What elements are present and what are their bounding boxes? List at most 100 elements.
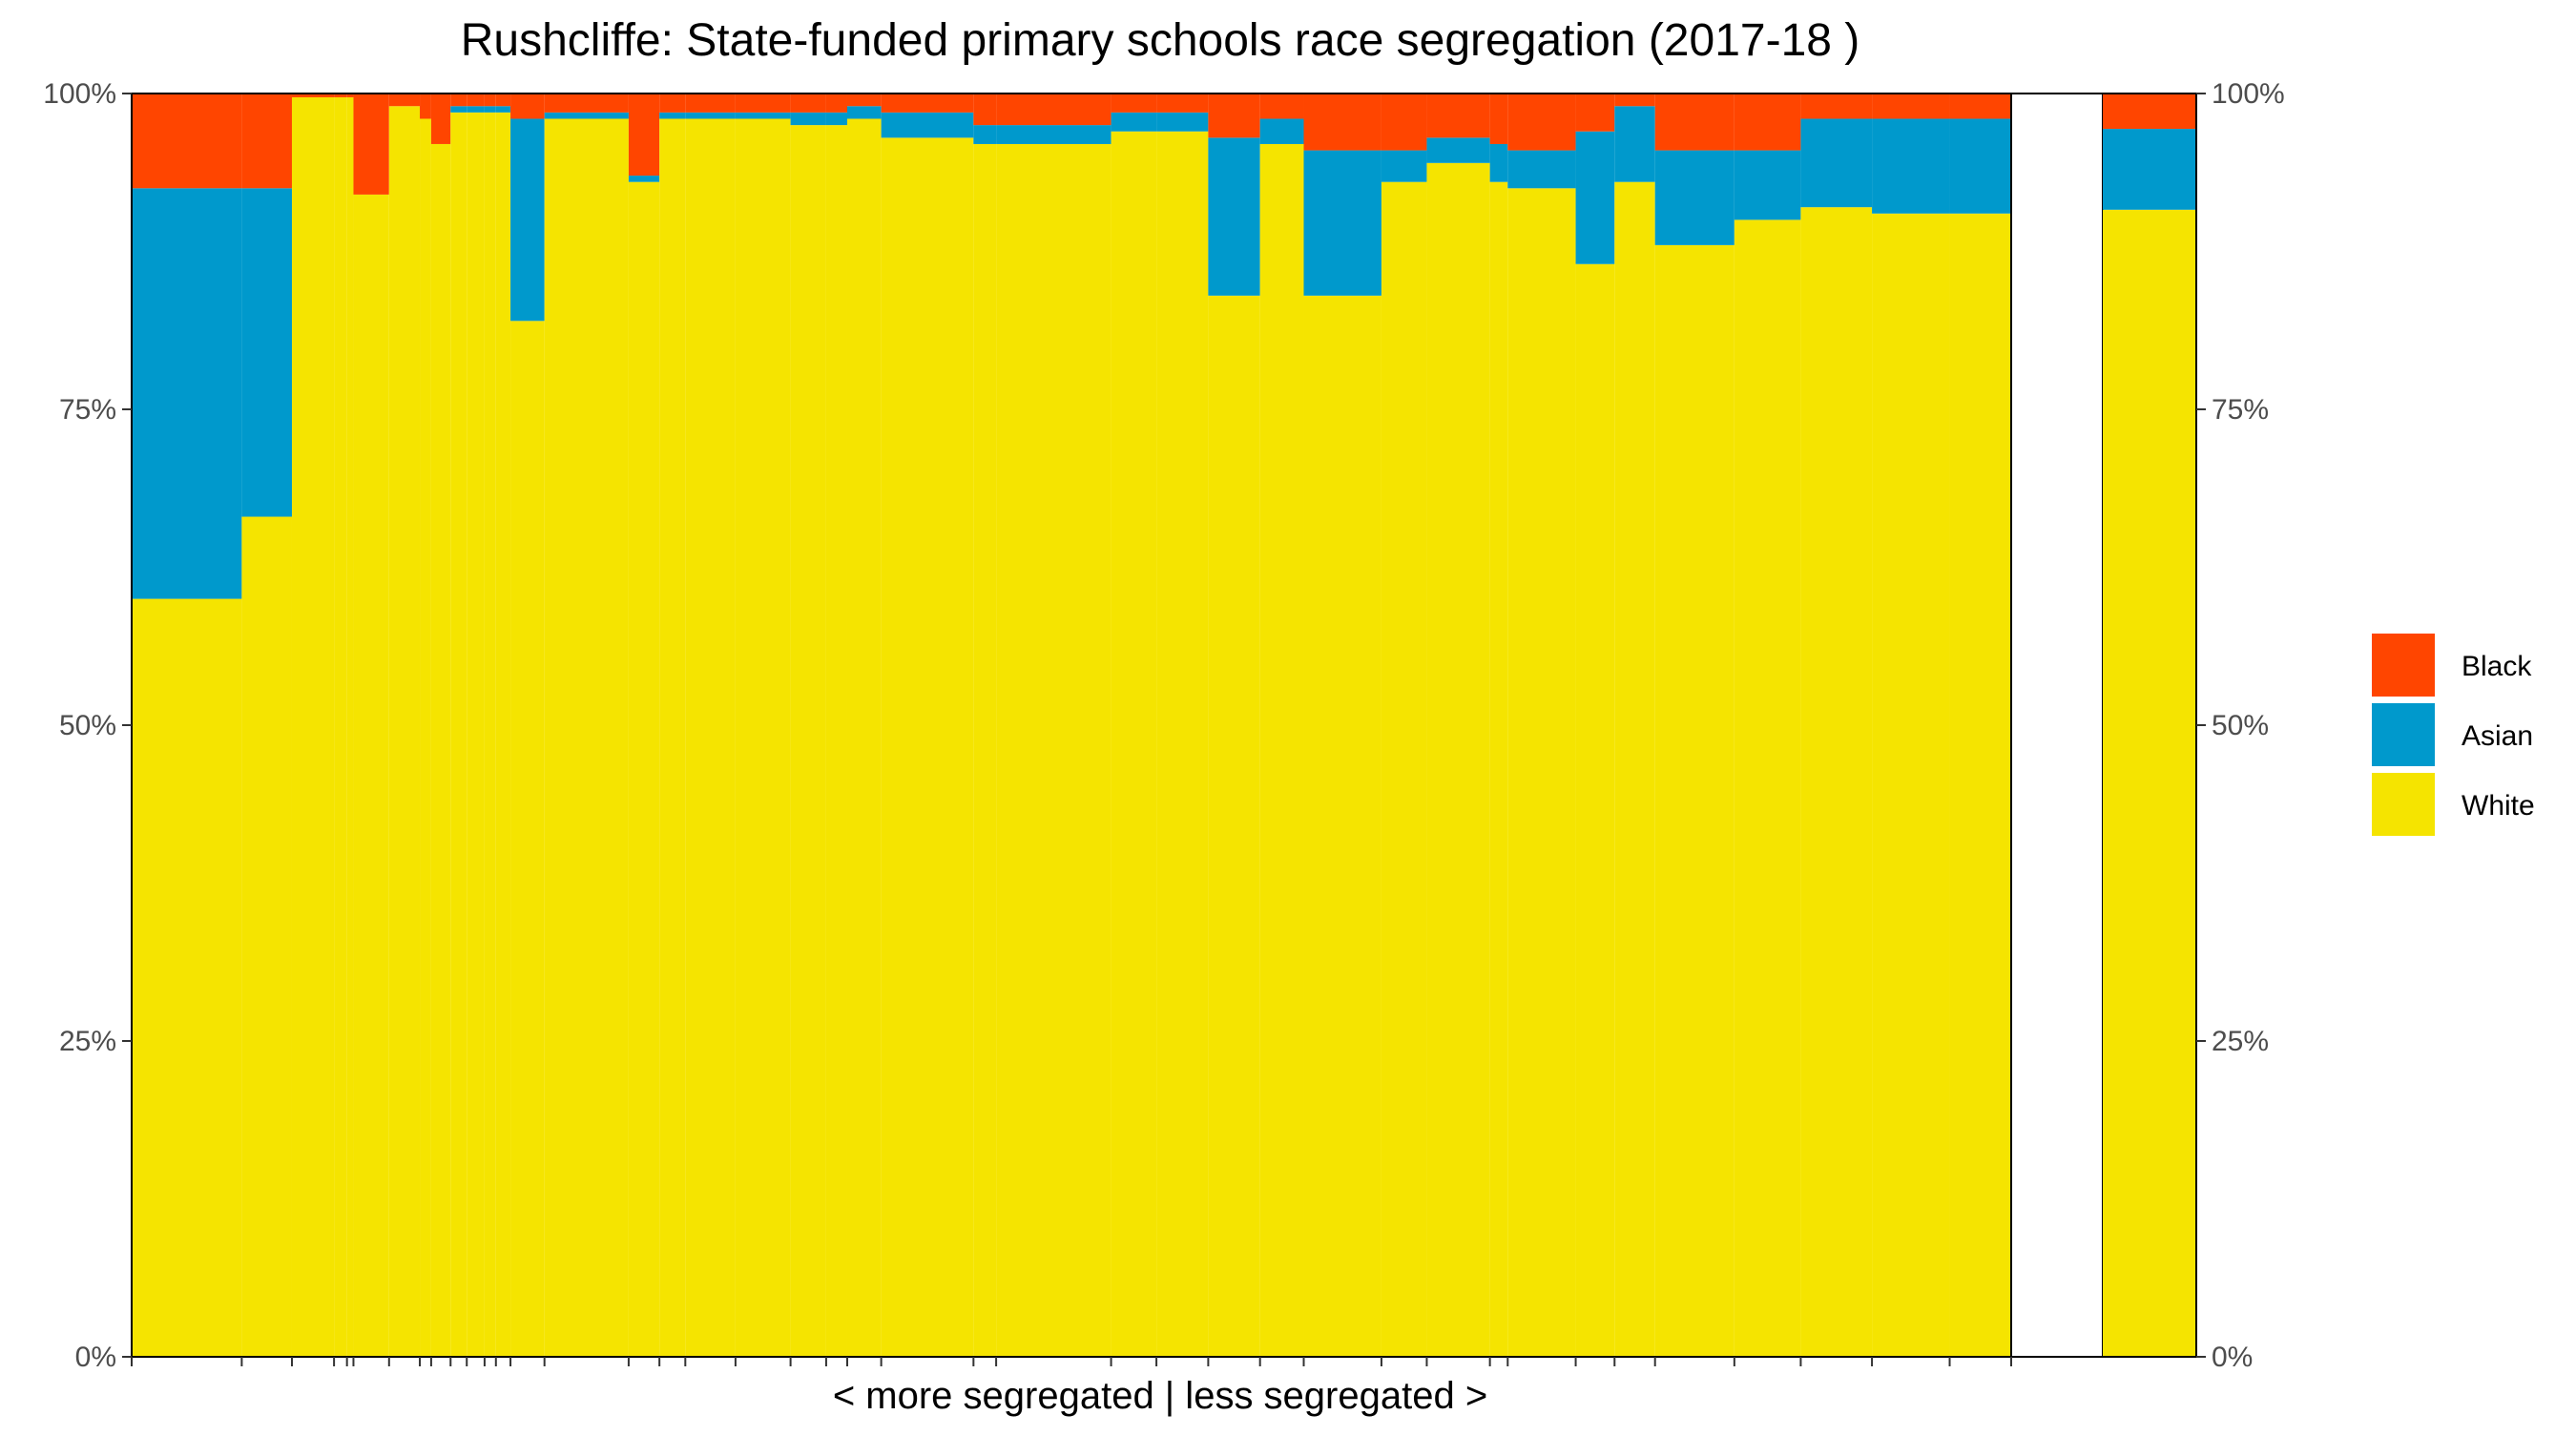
school-bar-25-white	[996, 143, 1111, 1358]
school-bar-24-black	[973, 94, 997, 126]
school-bar-13-asian	[495, 106, 511, 113]
school-bar-35-black	[1575, 94, 1615, 132]
school-bar-10-asian	[450, 106, 467, 113]
y-tick-label-right: 75%	[2212, 394, 2269, 426]
school-bar-14-white	[510, 321, 545, 1357]
school-bar-38-white	[1734, 219, 1801, 1357]
total-bar-black	[2103, 94, 2196, 130]
school-bar-14-asian	[510, 118, 545, 322]
legend-swatch-asian	[2372, 703, 2435, 766]
school-bar-24-asian	[973, 125, 997, 144]
school-bar-33-asian	[1489, 143, 1508, 182]
school-bar-28-white	[1208, 295, 1260, 1358]
school-bar-26-asian	[1111, 112, 1157, 132]
school-bar-21-white	[825, 125, 847, 1358]
school-bar-21-black	[825, 94, 847, 113]
school-bar-3-white	[291, 96, 335, 1357]
school-bar-10-white	[450, 112, 467, 1358]
legend-swatch-white	[2372, 773, 2435, 836]
school-bar-16-black	[628, 94, 660, 177]
school-bar-13-black	[495, 94, 511, 107]
school-bar-17-asian	[659, 112, 686, 119]
school-bar-19-black	[735, 94, 791, 113]
legend: Black Asian White	[2372, 634, 2535, 836]
school-bar-23-white	[881, 137, 974, 1358]
school-bar-37-white	[1654, 244, 1735, 1357]
school-bar-22-asian	[846, 106, 882, 119]
school-bar-6-black	[353, 94, 389, 195]
school-bar-29-white	[1259, 143, 1304, 1358]
school-bar-39-white	[1800, 207, 1873, 1357]
y-tick-label-right: 50%	[2212, 710, 2269, 741]
school-bar-26-white	[1111, 131, 1157, 1358]
school-bar-2-white	[241, 516, 292, 1357]
school-bar-7-white	[388, 106, 421, 1358]
school-bar-39-asian	[1800, 118, 1873, 208]
school-bar-25-asian	[996, 125, 1111, 144]
school-bar-21-asian	[825, 112, 847, 126]
school-bar-20-asian	[790, 112, 826, 126]
school-bar-36-asian	[1614, 106, 1655, 182]
legend-label-white: White	[2462, 790, 2535, 822]
y-tick-label-left: 100%	[43, 78, 116, 110]
school-bar-16-asian	[628, 176, 660, 182]
school-bar-20-black	[790, 94, 826, 113]
school-bar-35-white	[1575, 263, 1615, 1357]
school-bar-13-white	[495, 112, 511, 1358]
school-bar-40-white	[1872, 213, 1950, 1357]
school-bar-3-black	[291, 94, 335, 97]
school-bar-34-black	[1507, 94, 1576, 151]
school-bar-28-asian	[1208, 137, 1260, 296]
school-bar-4-black	[334, 94, 347, 97]
school-bar-1-asian	[132, 188, 242, 599]
total-bar-white	[2103, 209, 2196, 1358]
school-bar-22-white	[846, 118, 882, 1358]
school-bar-36-black	[1614, 94, 1655, 107]
school-bar-18-white	[685, 118, 736, 1358]
school-bar-2-black	[241, 94, 292, 189]
school-bar-12-white	[484, 112, 496, 1358]
school-bar-36-white	[1614, 181, 1655, 1358]
school-bar-25-black	[996, 94, 1111, 126]
school-bar-37-black	[1654, 94, 1735, 151]
ticks-layer: 0% 0% 25% 25% 50% 50% 75% 75% 100% 100%	[43, 78, 2284, 1373]
school-bar-41-asian	[1949, 118, 2011, 214]
legend-label-black: Black	[2462, 651, 2532, 682]
school-bar-27-asian	[1156, 112, 1209, 132]
school-bar-12-black	[484, 94, 496, 107]
school-bar-16-white	[628, 181, 660, 1358]
school-bar-38-black	[1734, 94, 1801, 151]
bars-layer	[131, 93, 2197, 1358]
school-bar-5-black	[346, 94, 354, 97]
school-bar-5-white	[346, 96, 354, 1357]
school-bar-24-white	[973, 143, 997, 1358]
school-bar-27-black	[1156, 94, 1209, 113]
school-bar-2-asian	[241, 188, 292, 517]
school-bar-15-asian	[544, 112, 629, 119]
school-bar-18-asian	[685, 112, 736, 119]
school-bar-32-black	[1426, 94, 1490, 138]
x-axis-title: < more segregated | less segregated >	[833, 1375, 1487, 1417]
school-bar-18-black	[685, 94, 736, 113]
school-bar-32-asian	[1426, 137, 1490, 163]
school-bar-29-asian	[1259, 118, 1304, 144]
school-bar-23-asian	[881, 112, 974, 138]
school-bar-15-white	[544, 118, 629, 1358]
school-bar-6-white	[353, 194, 389, 1357]
y-tick-label-left: 50%	[59, 710, 116, 741]
school-bar-17-white	[659, 118, 686, 1358]
y-tick-label-left: 75%	[59, 394, 116, 426]
school-bar-41-white	[1949, 213, 2011, 1357]
y-tick-label-right: 0%	[2212, 1342, 2253, 1373]
school-bar-19-asian	[735, 112, 791, 119]
school-bar-30-white	[1303, 295, 1381, 1358]
school-bar-32-white	[1426, 162, 1490, 1357]
school-bar-30-asian	[1303, 150, 1381, 296]
school-bar-41-black	[1949, 94, 2011, 119]
school-bar-37-asian	[1654, 150, 1735, 245]
school-bar-30-black	[1303, 94, 1381, 151]
school-bar-31-white	[1381, 181, 1427, 1358]
school-bar-4-white	[334, 96, 347, 1357]
